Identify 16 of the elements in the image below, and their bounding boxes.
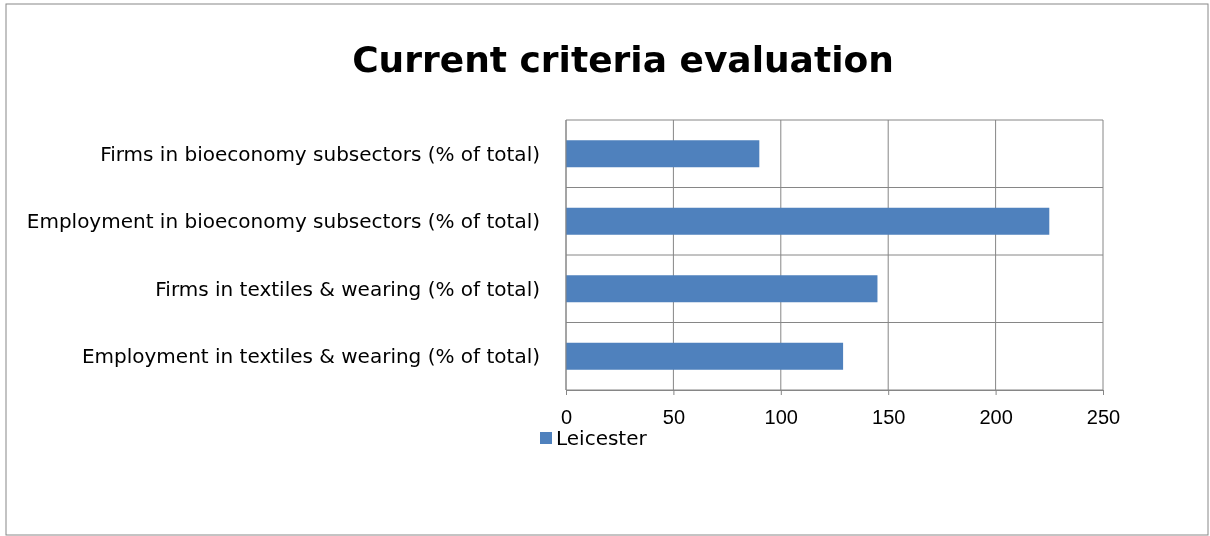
x-tick-label: 200 [979,406,1013,428]
bar [566,342,844,370]
bar [566,140,760,168]
bar [566,207,1050,235]
y-tick-label: Firms in bioeconomy subsectors (% of total) [100,141,540,166]
y-tick-label: Employment in bioeconomy subsectors (% of total) [26,209,540,234]
x-tick-label: 0 [560,406,573,428]
x-tick-label: 50 [662,406,686,428]
y-tick-label: Employment in textiles & wearing (% of total) [81,344,540,369]
x-tick-label: 150 [872,406,906,428]
x-tick-label: 250 [1086,406,1121,428]
x-tick-label: 100 [764,406,798,428]
chart-title: Current criteria evaluation [352,39,894,80]
bar [566,275,878,303]
legend-label: Leicester [556,426,648,450]
y-tick-label: Firms in textiles & wearing (% of total) [155,276,540,301]
